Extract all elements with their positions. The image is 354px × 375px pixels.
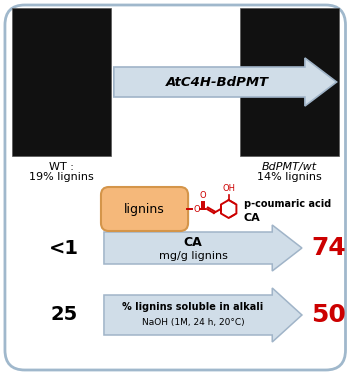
Text: 14% lignins: 14% lignins xyxy=(257,172,321,182)
Polygon shape xyxy=(104,225,302,271)
Text: mg/g lignins: mg/g lignins xyxy=(159,251,228,261)
Text: % lignins soluble in alkali: % lignins soluble in alkali xyxy=(122,302,264,312)
FancyBboxPatch shape xyxy=(240,8,338,156)
Text: O: O xyxy=(193,204,200,213)
Text: NaOH (1M, 24 h, 20°C): NaOH (1M, 24 h, 20°C) xyxy=(142,318,244,327)
Text: WT :: WT : xyxy=(49,162,74,172)
Text: BdPMT/wt: BdPMT/wt xyxy=(262,162,316,172)
Text: 50: 50 xyxy=(311,303,346,327)
Text: lignins: lignins xyxy=(124,202,165,216)
Text: 25: 25 xyxy=(51,306,78,324)
Text: CA: CA xyxy=(184,236,202,249)
Text: CA: CA xyxy=(244,213,260,223)
Text: 19% lignins: 19% lignins xyxy=(29,172,94,182)
Polygon shape xyxy=(104,288,302,342)
Text: p-coumaric acid: p-coumaric acid xyxy=(244,199,331,209)
FancyBboxPatch shape xyxy=(5,5,346,370)
Text: <1: <1 xyxy=(49,238,79,258)
Text: O: O xyxy=(200,191,206,200)
Text: 74: 74 xyxy=(311,236,346,260)
FancyBboxPatch shape xyxy=(12,8,111,156)
Text: AtC4H-BdPMT: AtC4H-BdPMT xyxy=(166,75,269,88)
FancyBboxPatch shape xyxy=(101,187,188,231)
Text: OH: OH xyxy=(222,184,235,193)
Polygon shape xyxy=(114,58,337,106)
